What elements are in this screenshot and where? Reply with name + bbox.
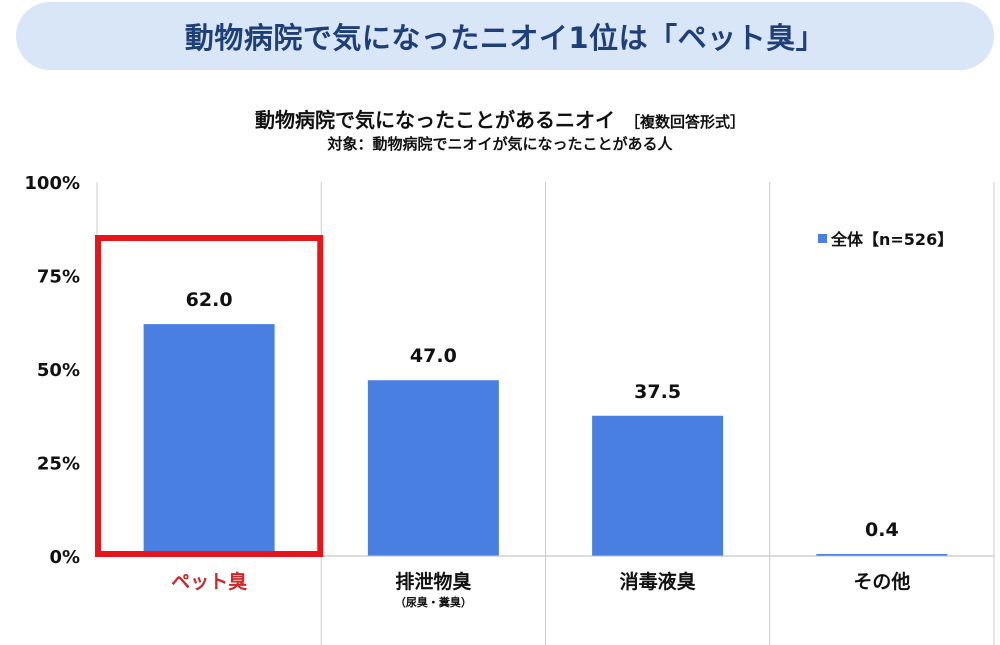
legend-swatch xyxy=(818,234,827,243)
bar-2 xyxy=(367,380,499,556)
headline-banner: 動物病院で気になったニオイ1位は「ペット臭」 xyxy=(16,2,994,70)
value-label: 47.0 xyxy=(410,345,457,367)
category-label: ペット臭 xyxy=(171,570,247,593)
category-label: 消毒液臭 xyxy=(620,570,696,593)
y-tick-label: 100% xyxy=(24,173,80,194)
bar-3 xyxy=(592,415,724,556)
category-label: 排泄物臭 xyxy=(395,570,471,593)
value-label: 62.0 xyxy=(186,289,233,311)
chart-title-text: 動物病院で気になったことがあるニオイ xyxy=(254,108,615,132)
y-tick-label: 0% xyxy=(49,547,80,568)
bar-4 xyxy=(816,554,948,556)
y-tick-label: 25% xyxy=(37,454,80,475)
headline-text: 動物病院で気になったニオイ1位は「ペット臭」 xyxy=(184,21,826,55)
highlight-box xyxy=(95,235,324,557)
chart-subtitle: 対象：動物病院でニオイが気になったことがある人 xyxy=(327,135,673,153)
chart-title-note: ［複数回答形式］ xyxy=(624,113,745,131)
category-note: （尿臭・糞臭） xyxy=(395,595,472,609)
chart-title: 動物病院で気になったことがあるニオイ ［複数回答形式］ xyxy=(0,104,1000,133)
category-label: その他 xyxy=(853,570,910,593)
y-tick-label: 75% xyxy=(37,267,80,288)
y-tick-label: 50% xyxy=(37,360,80,381)
legend-label: 全体【n=526】 xyxy=(830,230,953,249)
bar-1 xyxy=(143,324,275,556)
value-label: 0.4 xyxy=(865,519,899,541)
value-label: 37.5 xyxy=(634,381,681,403)
